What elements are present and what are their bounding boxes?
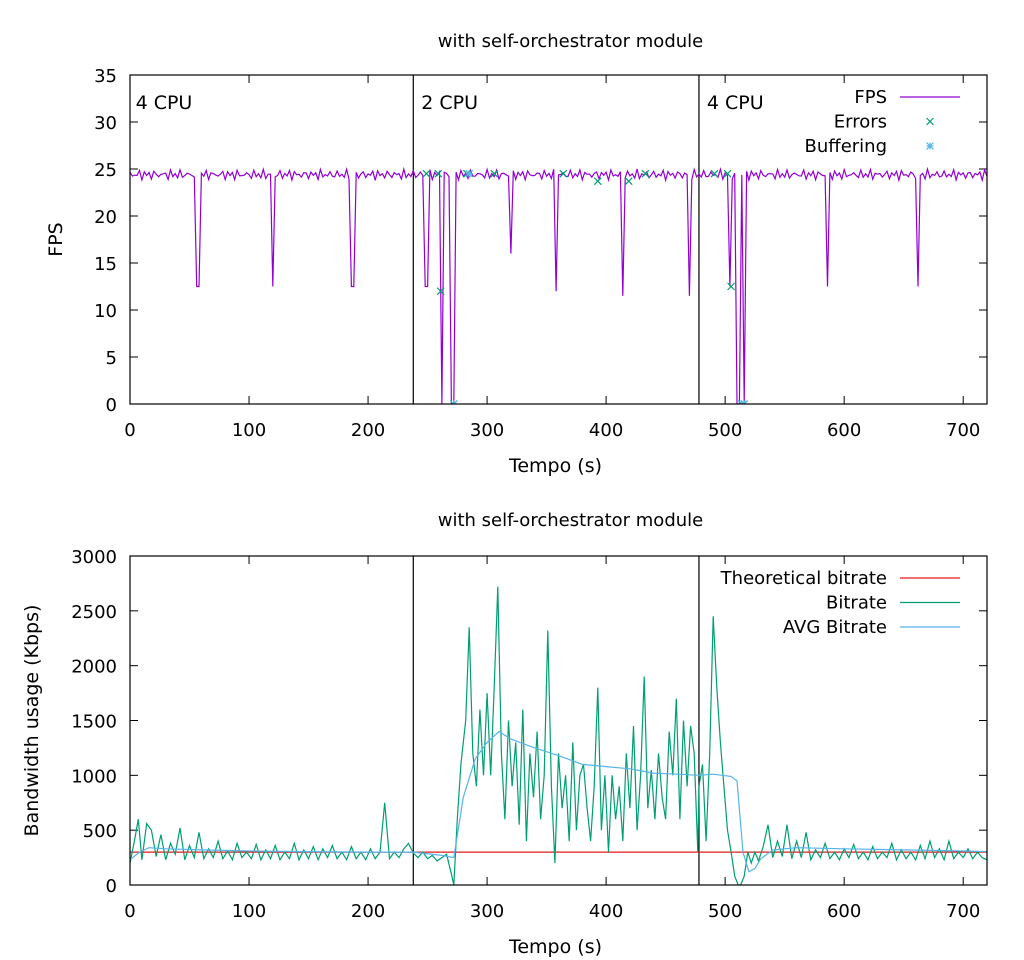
marker-stroke	[710, 169, 719, 178]
marker-stroke	[593, 177, 602, 186]
marker-stroke	[737, 400, 743, 404]
legend-label: Errors	[834, 112, 887, 133]
legend-label: AVG Bitrate	[783, 617, 887, 638]
plot-frame	[129, 555, 988, 886]
data-point-errors	[434, 169, 443, 178]
x-tick-label: 600	[827, 420, 861, 441]
data-point-buffering	[740, 400, 749, 404]
x-tick-label: 400	[589, 901, 623, 922]
series-line-avg-bitrate	[130, 730, 987, 873]
data-point-errors	[727, 282, 736, 291]
section-label: 4 CPU	[136, 92, 193, 114]
x-tick-label: 600	[827, 901, 861, 922]
marker-stroke	[436, 287, 445, 296]
x-tick-label: 500	[708, 420, 742, 441]
marker-stroke	[740, 400, 746, 404]
marker-stroke	[422, 169, 431, 178]
marker-stroke	[490, 169, 499, 178]
plot-area	[130, 586, 987, 885]
y-axis-label: Bandwidth usage (Kbps)	[21, 605, 43, 837]
y-tick-label: 10	[94, 301, 117, 322]
legend: FPS Errors Buffering	[805, 87, 960, 157]
data-point-errors	[436, 287, 445, 296]
y-tick-label: 2000	[71, 657, 117, 678]
data-point-errors	[723, 169, 732, 178]
y-tick-label: 1500	[71, 712, 117, 733]
data-point-errors	[559, 169, 568, 178]
marker-stroke	[434, 169, 443, 178]
series-line-bitrate	[130, 586, 987, 885]
series-line-fps	[130, 166, 987, 404]
chart-2: with self-orchestrator module Tempo (s) Ba…	[21, 510, 988, 958]
marker-stroke	[452, 400, 458, 404]
y-tick-label: 1000	[71, 766, 117, 787]
x-tick-label: 0	[124, 901, 135, 922]
marker-stroke	[723, 169, 732, 178]
legend-label: Buffering	[805, 136, 887, 157]
chart-title: with self-orchestrator module	[438, 31, 703, 52]
x-tick-label: 200	[351, 901, 385, 922]
data-point-buffering	[449, 400, 458, 404]
data-point-errors	[593, 177, 602, 186]
x-tick-label: 400	[589, 420, 623, 441]
y-tick-label: 25	[94, 160, 117, 181]
data-point-errors	[490, 169, 499, 178]
marker-stroke	[449, 400, 455, 404]
legend-swatch	[926, 117, 934, 126]
legend: Theoretical bitrate Bitrate AVG Bitrate	[720, 568, 960, 638]
x-tick-label: 300	[470, 901, 504, 922]
x-tick-label: 100	[232, 901, 266, 922]
section-label: 4 CPU	[707, 92, 764, 114]
chart-title: with self-orchestrator module	[438, 510, 703, 531]
y-tick-label: 2500	[71, 602, 117, 623]
data-point-errors	[422, 169, 431, 178]
marker-stroke	[559, 169, 568, 178]
marker-stroke	[743, 400, 749, 404]
y-tick-label: 15	[94, 254, 117, 275]
chart-1: with self-orchestrator module Tempo (s) FP…	[45, 31, 988, 477]
data-point-errors	[624, 177, 633, 186]
y-tick-label: 30	[94, 113, 117, 134]
y-tick-label: 3000	[71, 547, 117, 568]
legend-label: Bitrate	[826, 593, 887, 614]
marker-stroke	[727, 282, 736, 291]
x-tick-label: 700	[946, 901, 980, 922]
x-tick-label: 500	[708, 901, 742, 922]
y-tick-label: 35	[94, 66, 117, 87]
y-axis-label: FPS	[45, 222, 67, 256]
y-tick-label: 0	[106, 876, 117, 897]
plot-area	[130, 166, 987, 404]
y-tick-label: 5	[106, 348, 117, 369]
y-tick-label: 20	[94, 207, 117, 228]
y-tick-label: 0	[106, 395, 117, 416]
section-label: 2 CPU	[421, 92, 478, 114]
marker-stroke	[641, 169, 650, 178]
x-axis-label: Tempo (s)	[508, 455, 602, 477]
data-point-errors	[641, 169, 650, 178]
legend-label: Theoretical bitrate	[720, 568, 887, 589]
plot-frame	[129, 74, 988, 405]
x-tick-label: 700	[946, 420, 980, 441]
x-tick-label: 300	[470, 420, 504, 441]
x-tick-label: 100	[232, 420, 266, 441]
data-point-errors	[710, 169, 719, 178]
y-tick-label: 500	[83, 821, 117, 842]
x-tick-label: 0	[124, 420, 135, 441]
x-axis-label: Tempo (s)	[508, 936, 602, 958]
data-point-buffering	[465, 169, 474, 178]
legend-label: FPS	[854, 87, 887, 108]
x-tick-label: 200	[351, 420, 385, 441]
marker-stroke	[624, 177, 633, 186]
